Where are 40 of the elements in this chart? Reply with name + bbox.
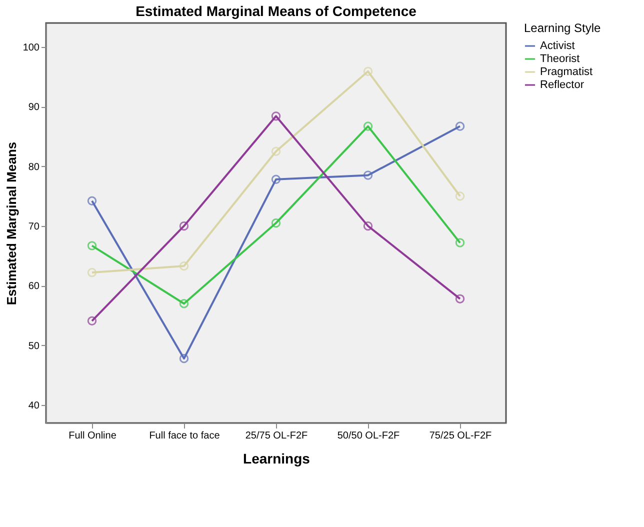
legend-title: Learning Style: [524, 21, 602, 35]
point: [179, 261, 189, 271]
point: [363, 221, 373, 231]
point: [87, 241, 97, 250]
x-tick-label: Full face to face: [149, 430, 220, 442]
point: [455, 294, 465, 304]
point: [87, 196, 97, 206]
legend-label: Theorist: [540, 53, 580, 65]
legend-label: Reflector: [540, 79, 584, 91]
x-axis-title: Learnings: [243, 450, 310, 466]
point: [363, 170, 373, 180]
point: [455, 192, 465, 201]
point: [87, 268, 97, 278]
point: [271, 112, 281, 121]
point: [179, 354, 189, 364]
y-tick-label: 50: [28, 340, 40, 352]
point: [455, 238, 465, 248]
point: [363, 122, 373, 131]
y-tick-label: 40: [28, 400, 40, 412]
point: [363, 66, 373, 76]
point: [271, 146, 281, 156]
point: [271, 218, 281, 228]
point: [87, 316, 97, 326]
chart-title: Estimated Marginal Means of Competence: [136, 3, 417, 19]
y-tick-label: 80: [28, 162, 40, 173]
point: [271, 174, 281, 184]
y-axis-title: Estimated Marginal Means: [4, 142, 19, 306]
y-tick-label: 90: [28, 102, 40, 114]
point: [455, 122, 465, 131]
point: [179, 298, 189, 308]
y-tick-label: 60: [28, 281, 40, 292]
x-tick-label: Full Online: [68, 430, 117, 442]
legend-label: Activist: [540, 40, 575, 52]
x-tick-label: 75/25 OL-F2F: [429, 430, 492, 442]
legend-label: Pragmatist: [540, 66, 593, 78]
point: [179, 221, 189, 231]
x-tick-label: 25/75 OL-F2F: [245, 430, 308, 442]
y-tick-label: 100: [22, 42, 40, 54]
y-tick-label: 70: [28, 221, 40, 232]
x-tick-label: 50/50 OL-F2F: [337, 430, 400, 442]
